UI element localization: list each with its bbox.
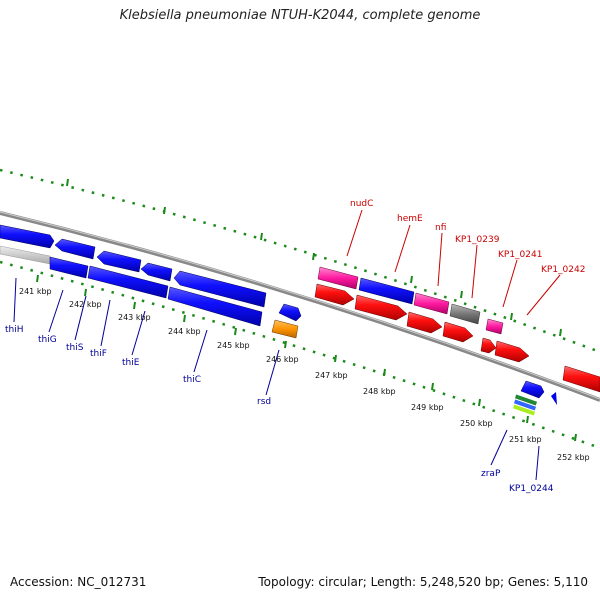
label-KP1_0241[interactable]: KP1_0241 [498,250,542,260]
scale-label-241: 241 kbp [19,287,52,296]
label-KP1_0244[interactable]: KP1_0244 [509,484,554,494]
gene-blue-g [87,265,169,299]
label-thiF[interactable]: thiF [90,349,107,359]
gene-red-3 [406,311,443,334]
label-thiH[interactable]: thiH [5,325,24,335]
gene-blue-e [173,270,267,308]
gene-blue-d [140,262,173,282]
label-thiS[interactable]: thiS [66,343,84,353]
gene-hemE [358,277,415,305]
accession-text: Accession: NC_012731 [10,575,147,589]
scale-label-248: 248 kbp [363,387,396,396]
gene-red-4 [442,321,474,343]
genome-backbone [0,211,600,402]
gene-blue-a [0,224,55,249]
label-thiG[interactable]: thiG [38,335,57,345]
label-connectors-bottom [13,277,540,481]
label-KP1_0242[interactable]: KP1_0242 [541,265,585,275]
topology-text: Topology: circular; Length: 5,248,520 bp… [258,575,588,589]
gene-red-1 [314,283,355,306]
gene-KP1_0239 [449,303,481,325]
gene-nfi [413,292,450,315]
label-connectors-top [346,209,561,316]
scale-label-250: 250 kbp [460,419,493,428]
gene-zraP-b [513,399,537,411]
scale-label-244: 244 kbp [168,327,201,336]
scale-label-243: 243 kbp [118,313,151,322]
label-hemE[interactable]: hemE [397,214,423,224]
scale-label-251: 251 kbp [509,435,542,444]
gene-zraP-a [514,394,538,406]
reverse-strand-genes [0,224,557,416]
scale-label-246: 246 kbp [266,355,299,364]
gene-blue-small [551,392,557,405]
gene-blue-rsd-upper [278,303,302,322]
scale-label-249: 249 kbp [411,403,444,412]
gene-blue-h [167,286,263,327]
label-nfi[interactable]: nfi [435,223,446,233]
gene-rsd [271,319,299,339]
label-nudC[interactable]: nudC [350,199,373,209]
gene-blue-zraP-upper [520,380,545,399]
forward-strand-genes [314,266,600,393]
scale-label-252: 252 kbp [557,453,590,462]
scale-label-242: 242 kbp [69,300,102,309]
label-KP1_0239[interactable]: KP1_0239 [455,235,500,245]
label-rsd[interactable]: rsd [257,397,271,407]
gene-red-7 [562,365,600,393]
genome-backbone-highlight [0,211,600,400]
gene-blue-b [54,238,96,260]
gene-red-5 [480,337,497,354]
label-thiC[interactable]: thiC [183,375,201,385]
gene-nudC [317,266,359,290]
scale-label-245: 245 kbp [217,341,250,350]
gene-zraP-c [512,404,536,416]
label-thiE[interactable]: thiE [122,358,140,368]
label-zraP[interactable]: zraP [481,469,501,479]
gene-blue-f [49,256,89,279]
map-title: Klebsiella pneumoniae NTUH-K2044, comple… [119,8,481,23]
outer-ring-ticks [66,178,562,337]
gene-gray-a [0,245,51,265]
gene-KP1_0241 [485,318,504,335]
gene-blue-c [96,250,142,273]
gene-red-6 [494,340,530,363]
scale-label-247: 247 kbp [315,371,348,380]
gene-red-2 [354,294,408,321]
outer-dotted-ring [0,168,600,354]
inner-ring-ticks [36,274,577,442]
